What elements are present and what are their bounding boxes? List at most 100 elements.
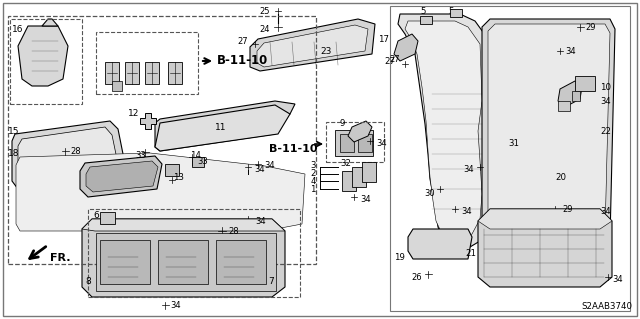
Text: 22: 22 (600, 127, 611, 136)
Text: 34: 34 (461, 206, 472, 216)
Polygon shape (250, 19, 375, 71)
Bar (572, 91, 580, 101)
Bar (96, 32, 198, 94)
Polygon shape (394, 34, 418, 61)
Text: 29: 29 (585, 23, 595, 32)
Text: 27: 27 (384, 56, 395, 65)
Text: 5: 5 (420, 6, 426, 16)
Bar (575, 76, 595, 91)
Text: 10: 10 (600, 83, 611, 92)
Text: 18: 18 (8, 150, 19, 159)
Polygon shape (80, 156, 162, 197)
Bar (100, 212, 115, 224)
Polygon shape (398, 14, 490, 247)
Bar (352, 167, 366, 187)
Text: 27: 27 (237, 36, 248, 46)
Polygon shape (18, 26, 68, 86)
Bar (158, 240, 208, 284)
Text: 11: 11 (215, 122, 227, 131)
Polygon shape (16, 153, 305, 231)
Text: 5: 5 (448, 6, 454, 16)
Bar (362, 162, 376, 182)
Text: 13: 13 (173, 174, 184, 182)
Bar (326, 122, 384, 162)
Text: 29: 29 (562, 204, 573, 213)
Text: 8: 8 (85, 277, 91, 286)
Polygon shape (482, 19, 615, 247)
Polygon shape (82, 219, 285, 297)
Text: 32: 32 (340, 160, 351, 168)
Text: 28: 28 (228, 226, 239, 235)
Polygon shape (42, 19, 58, 26)
Text: 34: 34 (255, 217, 266, 226)
Text: 33: 33 (135, 152, 146, 160)
Bar (96, 233, 276, 291)
Polygon shape (86, 161, 158, 192)
Polygon shape (257, 25, 368, 67)
Bar (340, 134, 354, 152)
Bar (420, 16, 432, 24)
Polygon shape (18, 127, 118, 183)
Text: 34: 34 (600, 206, 611, 216)
Text: 27: 27 (389, 55, 400, 63)
Text: 2: 2 (310, 169, 316, 179)
Text: 7: 7 (268, 277, 274, 286)
Text: 17: 17 (378, 34, 389, 43)
Text: 33: 33 (197, 157, 208, 166)
Text: 31: 31 (508, 139, 519, 149)
Bar (145, 62, 159, 84)
Bar (192, 157, 204, 167)
Bar (8, 16, 316, 264)
Bar (125, 62, 139, 84)
Polygon shape (405, 21, 482, 239)
Text: B-11-10: B-11-10 (269, 144, 318, 154)
Text: 6: 6 (93, 211, 99, 220)
Text: 34: 34 (376, 138, 387, 147)
Bar (165, 164, 179, 176)
Bar (100, 240, 150, 284)
Text: 30: 30 (424, 189, 435, 198)
Text: 28: 28 (70, 146, 81, 155)
Text: 9: 9 (340, 120, 345, 129)
Text: 1: 1 (310, 184, 316, 194)
Bar (88, 209, 300, 297)
Text: B-11-10: B-11-10 (217, 55, 268, 68)
Text: 25: 25 (259, 6, 270, 16)
Polygon shape (478, 209, 612, 287)
Text: FR.: FR. (50, 253, 70, 263)
Bar (450, 9, 462, 17)
Text: 26: 26 (412, 272, 422, 281)
Polygon shape (348, 121, 372, 142)
Text: 34: 34 (600, 97, 611, 106)
Text: 34: 34 (360, 195, 371, 204)
Text: 34: 34 (264, 161, 275, 170)
Text: S2AAB3740: S2AAB3740 (581, 302, 632, 311)
Text: 12: 12 (128, 109, 140, 118)
Text: 20: 20 (555, 173, 566, 182)
Bar (335, 130, 373, 156)
Bar (342, 171, 356, 191)
Text: 34: 34 (170, 300, 180, 309)
Polygon shape (140, 113, 156, 129)
Polygon shape (155, 105, 290, 151)
Bar (216, 240, 266, 284)
Polygon shape (478, 209, 612, 229)
Polygon shape (12, 121, 125, 189)
Text: 4: 4 (310, 176, 316, 186)
Polygon shape (82, 219, 285, 231)
Polygon shape (155, 101, 295, 151)
Text: 34: 34 (254, 165, 264, 174)
Polygon shape (558, 81, 582, 107)
Polygon shape (488, 24, 610, 241)
Polygon shape (408, 229, 472, 259)
Text: 34: 34 (612, 275, 623, 284)
Text: 15: 15 (8, 127, 19, 136)
Bar (10, 19, 82, 104)
Bar (358, 134, 372, 152)
Text: 14: 14 (190, 152, 201, 160)
Text: 34: 34 (565, 47, 575, 56)
Text: 16: 16 (12, 25, 24, 33)
Bar (112, 81, 122, 91)
Text: 3: 3 (310, 161, 316, 170)
Text: 34: 34 (463, 165, 474, 174)
